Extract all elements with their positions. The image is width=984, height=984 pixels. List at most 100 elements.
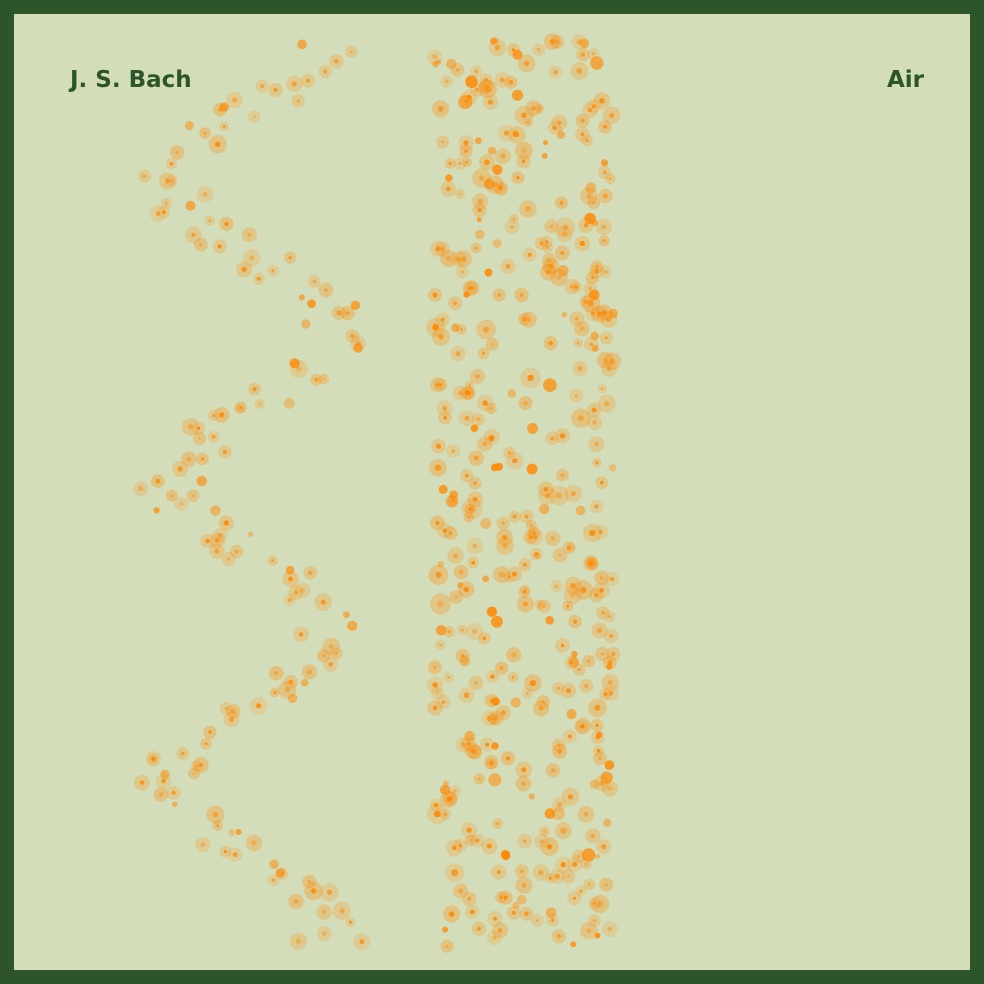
note-dot — [520, 311, 537, 328]
note-dot — [604, 882, 608, 887]
note-dot — [451, 449, 456, 453]
note-dot — [256, 276, 261, 281]
note-dot — [493, 715, 499, 721]
note-dot — [196, 475, 207, 487]
note-dot — [539, 504, 550, 515]
note-dot — [455, 737, 472, 753]
note-dot — [464, 415, 470, 421]
note-dot — [560, 827, 567, 834]
note-dot — [318, 373, 330, 385]
note-dot — [526, 463, 538, 475]
note-dot — [204, 742, 208, 746]
note-dot — [579, 679, 594, 694]
note-dot — [565, 688, 572, 694]
note-dot — [521, 781, 526, 786]
note-dot — [503, 130, 510, 136]
note-dot — [545, 616, 554, 625]
note-dot — [449, 784, 461, 797]
note-dot — [211, 434, 216, 439]
note-dot — [607, 660, 613, 666]
note-dot — [534, 599, 545, 610]
note-dot — [441, 140, 445, 144]
note-dot — [432, 323, 439, 331]
note-dot — [443, 812, 448, 817]
note-dot — [576, 341, 580, 345]
note-dot — [138, 486, 144, 492]
note-dot — [523, 562, 527, 567]
note-dot — [242, 248, 261, 267]
note-dot — [239, 406, 242, 409]
note-dot — [208, 730, 212, 734]
note-dot — [533, 834, 549, 849]
note-dot — [523, 601, 528, 607]
note-dot — [288, 256, 292, 260]
note-dot — [589, 289, 600, 301]
note-dot — [580, 52, 586, 57]
note-dot — [601, 674, 619, 692]
note-dot — [548, 263, 554, 269]
note-dot — [346, 311, 350, 315]
note-dot — [164, 178, 170, 184]
note-dot — [497, 293, 502, 297]
note-dot — [472, 481, 478, 486]
note-dot — [196, 426, 201, 430]
note-dot — [440, 317, 445, 322]
note-dot — [601, 310, 607, 316]
note-dot — [333, 901, 351, 920]
note-dot-field — [133, 33, 622, 953]
note-dot — [580, 922, 598, 940]
note-dot — [463, 692, 470, 698]
note-dot — [521, 767, 527, 773]
note-dot — [550, 34, 564, 49]
note-dot — [588, 436, 605, 453]
note-dot — [476, 926, 482, 931]
note-dot — [307, 880, 311, 884]
note-dot — [307, 299, 316, 309]
note-dot — [486, 715, 492, 721]
note-dot — [552, 125, 557, 131]
note-dot — [604, 760, 615, 770]
note-dot — [435, 639, 446, 651]
note-dot — [574, 394, 579, 398]
note-dot — [583, 299, 588, 304]
note-dot — [330, 647, 343, 660]
note-dot — [500, 153, 506, 159]
note-dot — [519, 293, 524, 298]
note-dot — [449, 531, 452, 535]
note-dot — [559, 433, 566, 439]
note-dot — [545, 240, 549, 244]
note-dot — [458, 95, 473, 110]
note-dot — [219, 102, 229, 112]
note-dot — [436, 443, 441, 449]
note-dot — [228, 716, 235, 723]
note-dot — [608, 691, 614, 696]
note-dot — [518, 396, 533, 410]
note-dot — [591, 407, 597, 413]
note-dot — [322, 654, 326, 658]
note-dot — [300, 587, 306, 593]
note-dot — [574, 285, 578, 289]
note-dot — [566, 874, 571, 879]
note-dot — [560, 862, 566, 868]
note-dot — [576, 68, 582, 74]
note-dot — [214, 548, 220, 554]
note-dot — [515, 141, 533, 160]
note-dot — [556, 686, 560, 690]
note-dot — [538, 869, 544, 876]
note-dot — [580, 118, 585, 124]
note-dot — [223, 850, 227, 854]
note-dot — [595, 723, 599, 728]
note-dot — [587, 299, 594, 307]
note-dot — [548, 485, 569, 506]
note-dot — [530, 524, 533, 527]
note-dot — [232, 97, 238, 103]
note-dot — [492, 717, 496, 721]
note-dot — [476, 217, 482, 223]
note-dot — [447, 676, 450, 679]
note-dot — [484, 85, 492, 93]
note-dot — [188, 767, 200, 780]
note-dot — [570, 941, 577, 948]
note-dot — [577, 855, 581, 858]
note-dot — [254, 398, 265, 409]
note-dot — [454, 188, 465, 200]
